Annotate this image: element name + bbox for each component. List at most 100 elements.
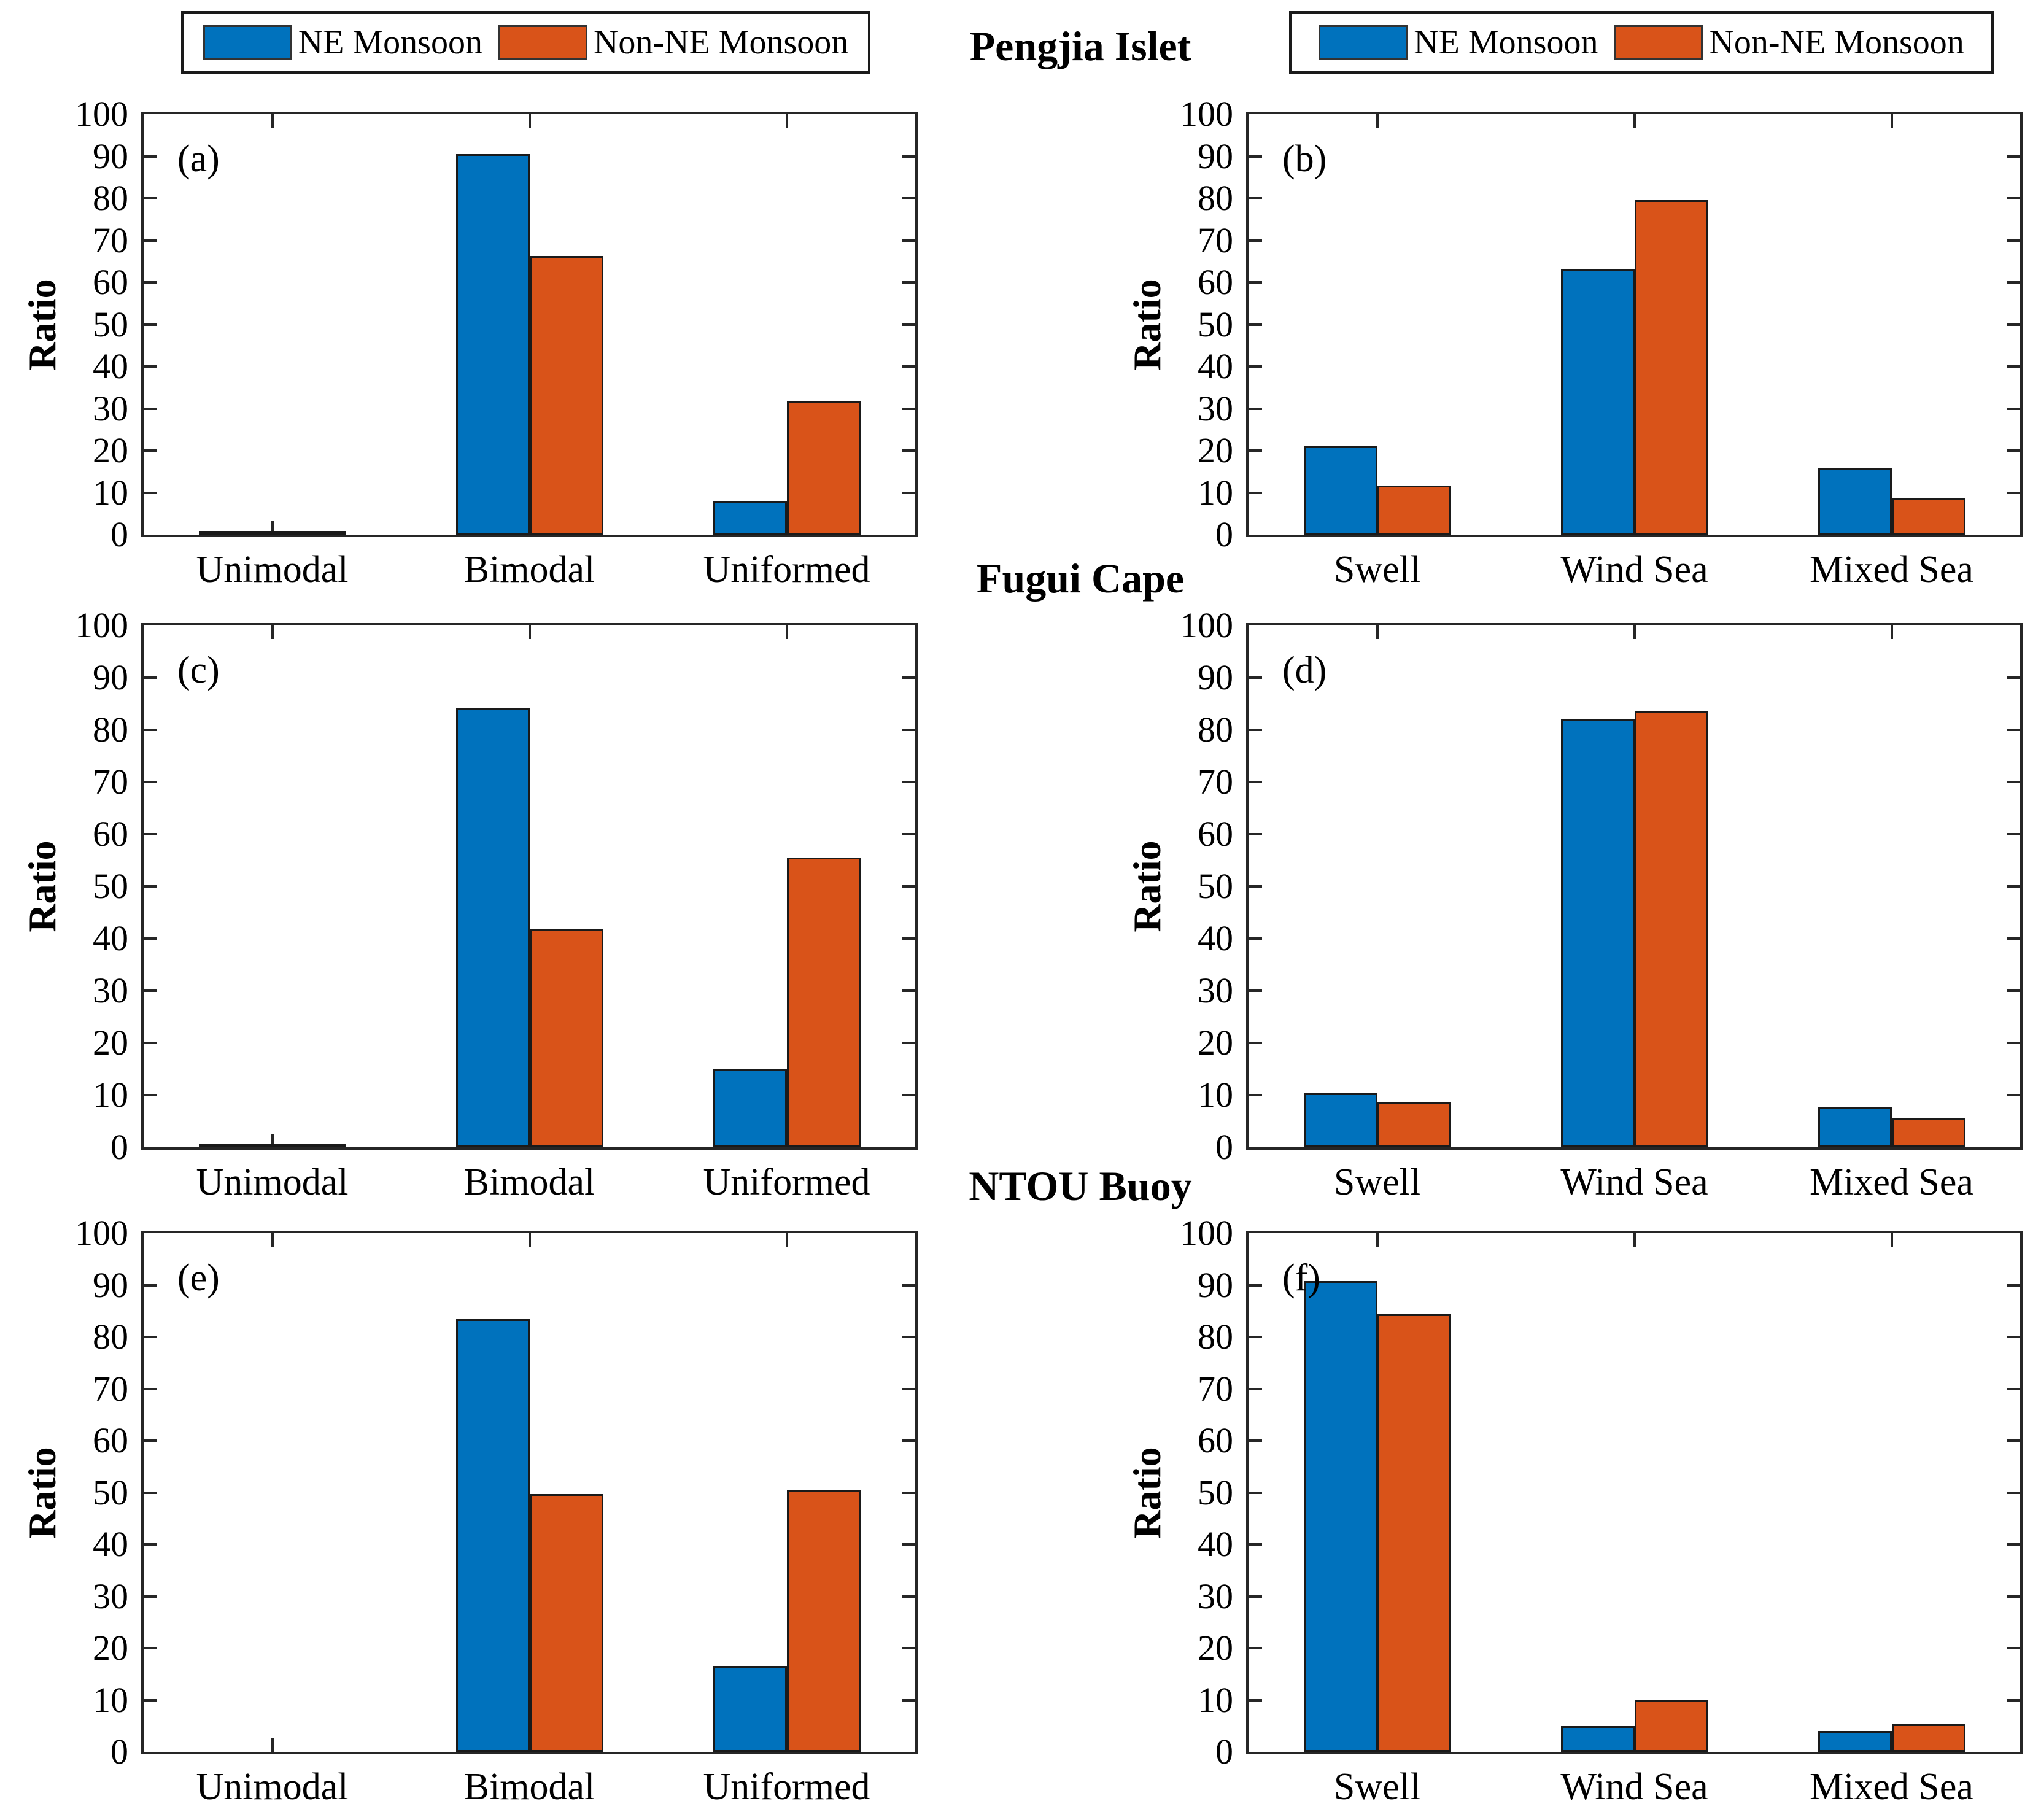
y-tick-mark: [1249, 365, 1262, 368]
x-tick-mark: [271, 521, 274, 535]
y-tick-mark: [144, 449, 157, 452]
x-tick-mark: [271, 114, 274, 128]
y-tick-mark: [1249, 781, 1262, 783]
bar-ne-monsoon: [455, 154, 530, 535]
y-tick-mark: [2007, 1439, 2020, 1442]
x-category-label: Mixed Sea: [1810, 549, 1973, 591]
y-tick-label: 90: [93, 657, 128, 697]
y-tick-mark: [902, 833, 915, 835]
y-tick-mark: [2007, 676, 2020, 679]
x-category-label: Wind Sea: [1560, 1161, 1708, 1203]
x-tick-mark: [1890, 1233, 1893, 1247]
bar-ne-monsoon: [1303, 446, 1377, 535]
y-tick-label: 40: [1198, 918, 1233, 958]
x-tick-mark: [528, 1233, 531, 1247]
y-axis-title: Ratio: [20, 1446, 64, 1539]
y-tick-label: 10: [1198, 1075, 1233, 1115]
bar-ne-monsoon: [1560, 269, 1635, 535]
bar-non-ne-monsoon: [1634, 200, 1708, 535]
bar-non-ne-monsoon: [1891, 1724, 1965, 1752]
y-tick-label: 90: [93, 1264, 128, 1305]
y-tick-label: 30: [93, 970, 128, 1010]
panel-letter-d: (d): [1282, 649, 1327, 691]
y-tick-label: 0: [1215, 1732, 1233, 1772]
y-tick-label: 40: [93, 346, 128, 386]
y-tick-label: 80: [93, 178, 128, 218]
y-tick-mark: [144, 239, 157, 242]
bar-non-ne-monsoon: [1377, 485, 1451, 535]
y-tick-mark: [902, 1543, 915, 1546]
y-tick-label: 100: [75, 94, 128, 134]
ne-monsoon-swatch: [203, 25, 292, 60]
y-tick-mark: [902, 989, 915, 992]
y-tick-label: 10: [93, 1679, 128, 1720]
bar-non-ne-monsoon: [1377, 1314, 1451, 1752]
y-tick-mark: [144, 1336, 157, 1338]
y-tick-mark: [2007, 197, 2020, 199]
y-tick-label: 60: [1198, 1420, 1233, 1460]
y-tick-mark: [2007, 833, 2020, 835]
y-tick-label: 70: [1198, 1368, 1233, 1409]
y-tick-mark: [902, 1042, 915, 1044]
y-tick-mark: [2007, 1595, 2020, 1598]
legend-right: NE Monsoon Non-NE Monsoon: [1289, 11, 1994, 74]
y-tick-mark: [144, 1543, 157, 1546]
legend-item-non-ne-monsoon: Non-NE Monsoon: [498, 23, 848, 62]
x-tick-mark: [528, 114, 531, 128]
y-tick-mark: [144, 1042, 157, 1044]
y-tick-mark: [902, 1491, 915, 1494]
y-tick-mark: [902, 281, 915, 284]
y-axis-title: Ratio: [1125, 840, 1169, 932]
y-tick-label: 50: [1198, 866, 1233, 906]
y-tick-mark: [2007, 407, 2020, 410]
y-tick-mark: [1249, 281, 1262, 284]
y-tick-mark: [1249, 1543, 1262, 1546]
x-tick-mark: [785, 625, 788, 639]
y-tick-mark: [1249, 1387, 1262, 1390]
x-category-label: Swell: [1333, 1161, 1421, 1203]
y-tick-mark: [144, 729, 157, 731]
y-tick-mark: [1249, 197, 1262, 199]
y-tick-label: 90: [1198, 657, 1233, 697]
legend-label-non-ne-monsoon: Non-NE Monsoon: [593, 23, 849, 61]
y-tick-label: 10: [1198, 472, 1233, 513]
bar-ne-monsoon: [1560, 719, 1635, 1147]
bar-ne-monsoon: [1303, 1093, 1377, 1147]
y-tick-mark: [144, 197, 157, 199]
y-tick-mark: [1249, 1698, 1262, 1702]
x-category-label: Unimodal: [196, 1766, 349, 1808]
y-tick-mark: [902, 155, 915, 158]
y-tick-mark: [2007, 1543, 2020, 1546]
y-tick-mark: [2007, 1042, 2020, 1044]
panel-letter-a: (a): [177, 138, 220, 180]
y-tick-mark: [902, 449, 915, 452]
y-tick-mark: [902, 1698, 915, 1702]
y-tick-label: 20: [1198, 1023, 1233, 1063]
x-tick-mark: [1890, 625, 1893, 639]
x-tick-mark: [785, 1233, 788, 1247]
y-tick-mark: [144, 1094, 157, 1096]
y-axis-title: Ratio: [1125, 1446, 1169, 1539]
y-tick-mark: [1249, 407, 1262, 410]
y-tick-mark: [1249, 449, 1262, 452]
bar-ne-monsoon: [713, 501, 787, 535]
bar-ne-monsoon: [1303, 1280, 1377, 1752]
subplot-b: 0 10 20 30 40 50 60 70 80 90 100 Swell Wind Sea Mixed…: [1125, 95, 2023, 591]
y-tick-mark: [902, 1439, 915, 1442]
y-tick-mark: [1249, 1595, 1262, 1598]
y-tick-label: 100: [1180, 605, 1233, 645]
y-tick-mark: [1249, 1336, 1262, 1338]
y-tick-label: 40: [1198, 346, 1233, 386]
x-tick-mark: [1376, 625, 1379, 639]
ne-monsoon-swatch: [1319, 25, 1408, 60]
row-title-ntou-buoy: NTOU Buoy: [969, 1163, 1192, 1209]
y-tick-mark: [1249, 239, 1262, 242]
x-tick-mark: [1376, 114, 1379, 128]
y-tick-mark: [902, 1647, 915, 1649]
y-tick-label: 60: [1198, 814, 1233, 854]
y-tick-label: 40: [93, 918, 128, 958]
y-tick-mark: [2007, 729, 2020, 731]
y-tick-mark: [144, 833, 157, 835]
x-category-label: Bimodal: [463, 1161, 595, 1203]
